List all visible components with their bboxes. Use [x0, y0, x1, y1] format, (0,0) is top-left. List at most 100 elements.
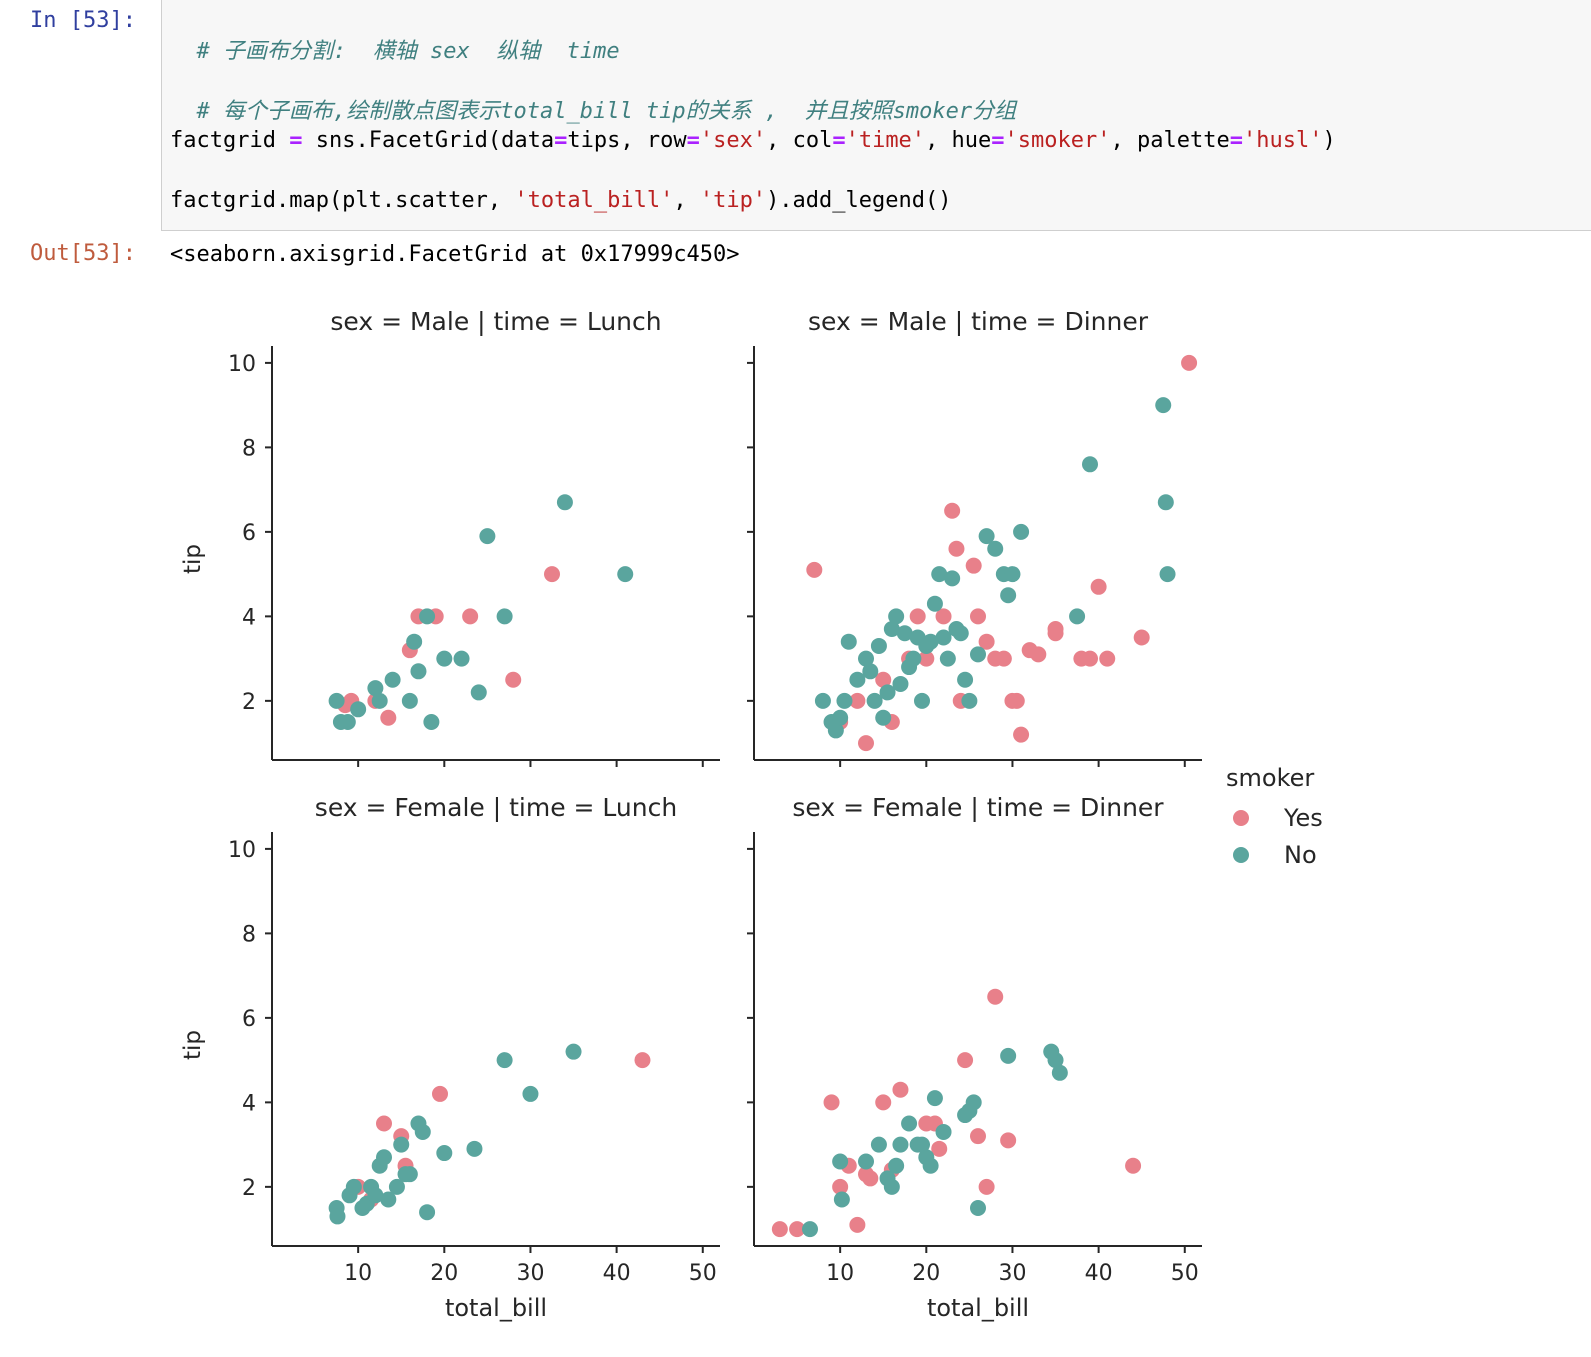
scatter-point-yes [1090, 578, 1107, 595]
code-line-4[interactable]: factgrid.map(plt.scatter, 'total_bill', … [170, 188, 952, 213]
x-tick-label: 50 [689, 1261, 717, 1286]
scatter-point-no [875, 709, 892, 726]
out-prompt: Out[53]: [30, 241, 136, 266]
scatter-point-no [926, 1090, 943, 1107]
scatter-point-no [406, 633, 423, 650]
code-string: 'time' [845, 128, 926, 153]
scatter-point-yes [862, 1170, 879, 1187]
code-token: ) [1322, 128, 1336, 153]
scatter-point-no [401, 692, 418, 709]
scatter-point-yes [823, 1094, 840, 1111]
scatter-point-yes [935, 608, 952, 625]
scatter-point-no [329, 1208, 346, 1225]
scatter-point-no [862, 663, 879, 680]
scatter-point-no [496, 608, 513, 625]
scatter-point-yes [771, 1221, 788, 1238]
scatter-point-yes [978, 633, 995, 650]
scatter-point-no [328, 692, 345, 709]
code-line-3[interactable]: factgrid = sns.FacetGrid(data=tips, row=… [170, 128, 1336, 153]
scatter-point-no [388, 1178, 405, 1195]
code-operator: = [832, 128, 846, 153]
scatter-point-no [367, 1187, 384, 1204]
scatter-point-yes [806, 561, 823, 578]
scatter-point-no [965, 1094, 982, 1111]
legend-title: smoker [1226, 764, 1314, 792]
x-tick-label: 30 [998, 1261, 1026, 1286]
scatter-point-no [1155, 397, 1172, 414]
scatter-point-no [350, 701, 367, 718]
scatter-point-no [522, 1085, 539, 1102]
scatter-point-yes [1099, 650, 1116, 667]
scatter-point-no [888, 608, 905, 625]
scatter-point-yes [1013, 726, 1030, 743]
scatter-point-yes [909, 608, 926, 625]
scatter-point-no [453, 650, 470, 667]
code-string: 'sex' [699, 128, 767, 153]
scatter-point-yes [931, 1140, 948, 1157]
scatter-point-yes [832, 1178, 849, 1195]
scatter-point-no [414, 1123, 431, 1140]
y-axis-label: tip [180, 544, 206, 574]
code-operator: = [686, 128, 700, 153]
scatter-point-yes [789, 1221, 806, 1238]
code-token: , palette [1110, 128, 1230, 153]
scatter-point-yes [1000, 1132, 1017, 1149]
scatter-point-no [556, 494, 573, 511]
scatter-point-no [970, 1199, 986, 1216]
scatter-point-no [376, 1149, 392, 1166]
scatter-point-yes [634, 1052, 651, 1069]
y-tick-label: 4 [242, 605, 256, 630]
y-tick-label: 6 [242, 521, 256, 546]
scatter-point-yes [892, 1081, 909, 1098]
y-tick-label: 6 [242, 1007, 256, 1032]
scatter-point-no [879, 684, 896, 701]
scatter-point-no [961, 692, 978, 709]
scatter-point-no [922, 1157, 939, 1174]
scatter-point-yes [1125, 1157, 1142, 1174]
code-token: sns.FacetGrid(data [302, 128, 555, 153]
scatter-point-no [914, 692, 930, 709]
code-cell[interactable] [161, 0, 1591, 231]
scatter-point-no [1047, 1052, 1064, 1069]
scatter-point-no [896, 625, 913, 642]
legend-marker-yes [1233, 810, 1249, 826]
code-string: 'smoker' [1004, 128, 1111, 153]
scatter-point-no [470, 684, 487, 701]
x-axis-label: total_bill [927, 1294, 1029, 1322]
scatter-point-yes [875, 671, 892, 688]
scatter-point-no [935, 629, 952, 646]
scatter-point-no [436, 650, 453, 667]
panel-title: sex = Female | time = Lunch [315, 793, 677, 822]
scatter-point-no [345, 1178, 362, 1195]
scatter-point-no [371, 692, 388, 709]
scatter-point-no [466, 1140, 483, 1157]
code-operator: = [991, 128, 1005, 153]
y-tick-label: 8 [242, 922, 256, 947]
scatter-point-no [905, 650, 922, 667]
scatter-point-yes [944, 502, 961, 519]
scatter-point-no [866, 692, 883, 709]
scatter-point-no [970, 646, 986, 663]
x-tick-label: 20 [430, 1261, 458, 1286]
scatter-point-no [419, 608, 436, 625]
scatter-point-no [1000, 1047, 1017, 1064]
scatter-point-no [833, 1191, 850, 1208]
scatter-point-no [1000, 587, 1017, 604]
code-token: factgrid [170, 128, 290, 153]
code-line-2[interactable]: # 每个子画布,绘制散点图表示total_bill tip的关系 , 并且按照s… [170, 68, 1017, 125]
legend-label-no: No [1284, 841, 1317, 869]
scatter-point-no [1082, 456, 1098, 473]
code-operator: = [289, 128, 303, 153]
scatter-point-no [957, 671, 974, 688]
scatter-point-no [987, 540, 1004, 557]
scatter-point-no [840, 633, 857, 650]
scatter-point-yes [1181, 354, 1198, 371]
code-line-1[interactable]: # 子画布分割: 横轴 sex 纵轴 time [170, 8, 620, 65]
scatter-point-yes [1008, 692, 1025, 709]
code-comment-2: # 每个子画布,绘制散点图表示total_bill tip的关系 , 并且按照s… [196, 99, 1017, 124]
scatter-point-no [870, 637, 887, 654]
x-tick-label: 10 [344, 1261, 372, 1286]
scatter-point-yes [1082, 650, 1098, 667]
scatter-point-no [339, 713, 356, 730]
panel-title: sex = Female | time = Dinner [792, 793, 1164, 822]
